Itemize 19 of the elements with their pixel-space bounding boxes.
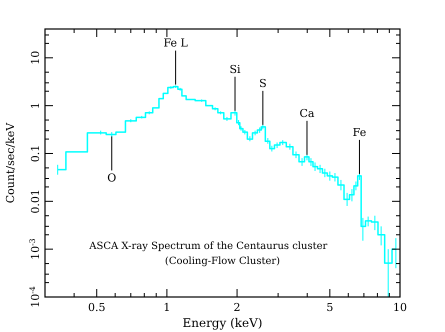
x-tick-label: 5: [326, 301, 334, 314]
x-axis-title: Energy (keV): [182, 316, 263, 330]
y-tick-label: 1: [29, 102, 42, 110]
y-tick-label: 10: [29, 50, 42, 65]
annotation: Si: [229, 62, 242, 76]
annotation: O: [107, 171, 116, 184]
annotation: Ca: [299, 106, 315, 120]
x-tick-label: 10: [393, 301, 407, 314]
text: (Cooling-Flow Cluster): [164, 256, 280, 267]
x-tick-label: 0.5: [88, 301, 106, 314]
annotation: Fe L: [163, 36, 188, 50]
annotation: Fe: [352, 126, 366, 139]
y-tick-label: 0.1: [29, 144, 42, 162]
x-tick-label: 1: [163, 301, 170, 314]
text: ASCA X-ray Spectrum of the Centaurus cluster: [88, 241, 328, 252]
annotation: S: [259, 76, 267, 90]
y-axis-title: Count/sec/keV: [4, 122, 17, 204]
y-tick-label: 0.01: [29, 189, 42, 214]
x-tick-label: 2: [234, 301, 241, 314]
